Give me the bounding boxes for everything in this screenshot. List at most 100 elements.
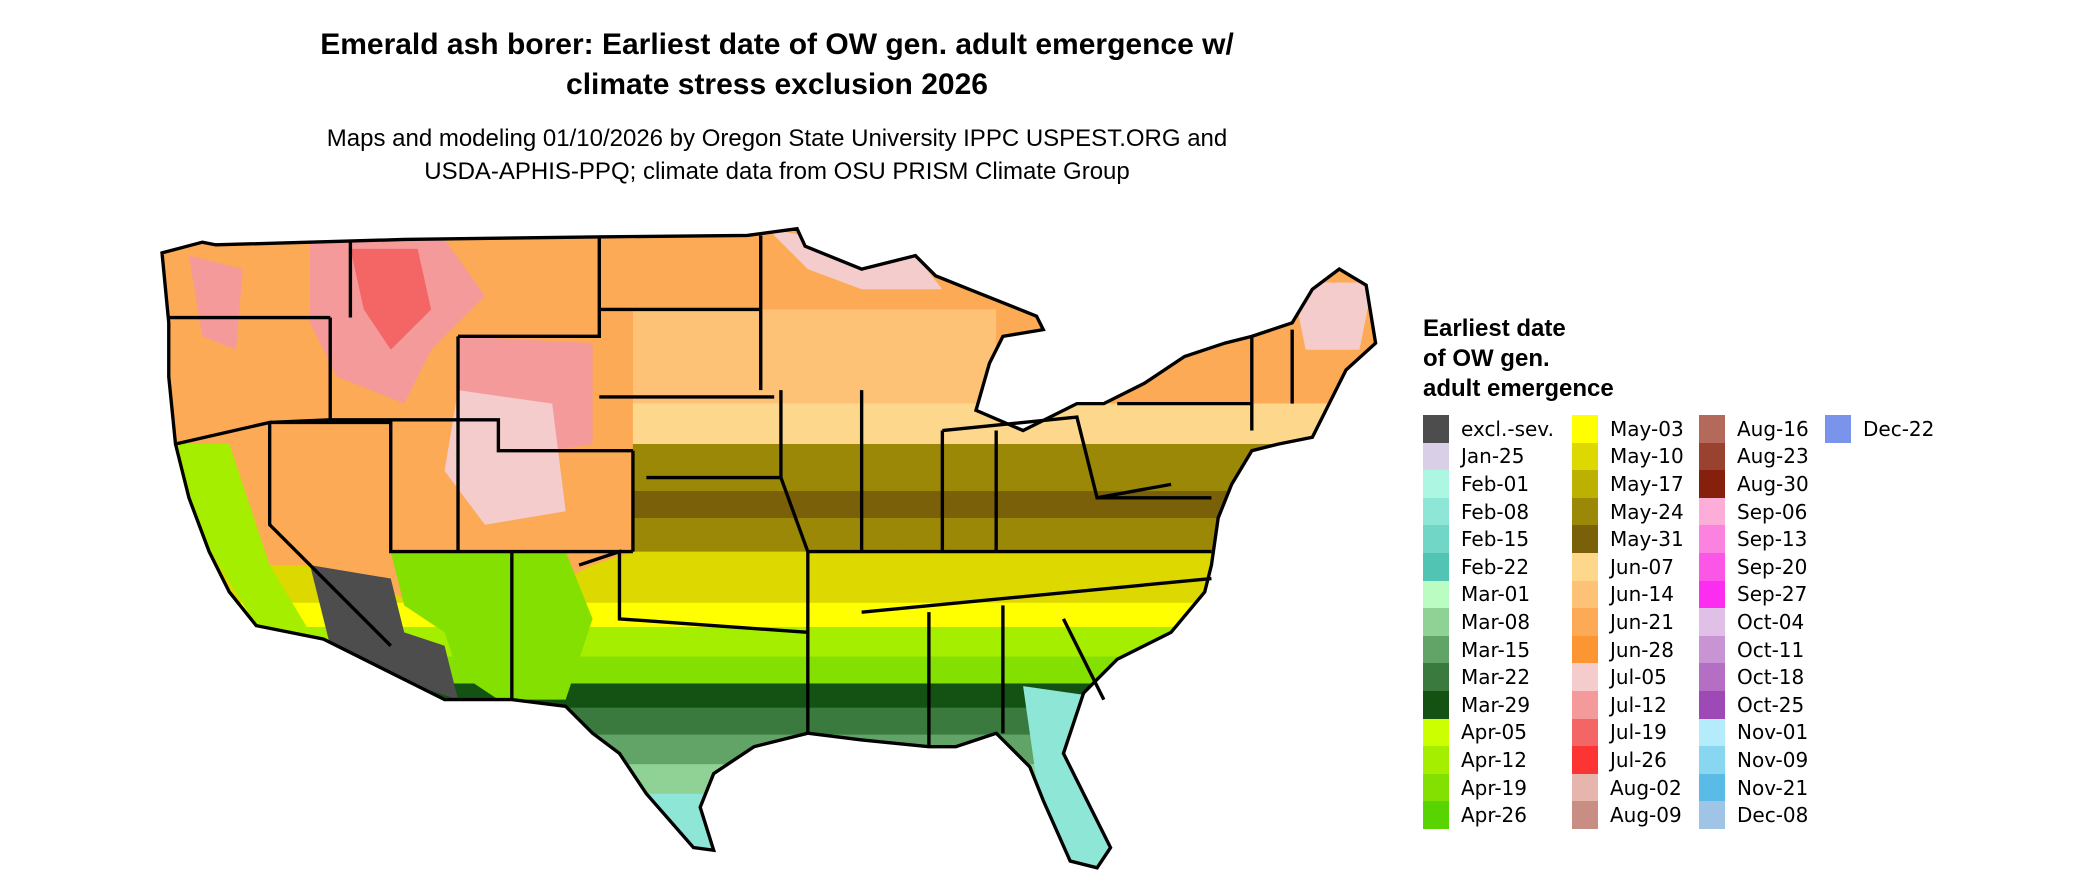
legend-label: Aug-02 <box>1610 775 1682 800</box>
legend-swatch <box>1699 470 1725 498</box>
legend-swatch <box>1572 608 1598 636</box>
legend-swatch <box>1699 525 1725 553</box>
zone-mar-22 <box>162 707 1376 738</box>
legend-swatch <box>1825 415 1851 443</box>
legend-label: Sep-20 <box>1737 554 1808 579</box>
legend-swatch <box>1699 773 1725 802</box>
legend-label: Jun-21 <box>1610 609 1674 634</box>
legend-label: Sep-27 <box>1737 582 1808 607</box>
legend-swatch <box>1572 497 1598 526</box>
legend-item: May-24 <box>1572 497 1684 526</box>
legend-swatch <box>1699 608 1725 636</box>
legend-item: Aug-16 <box>1699 415 1809 443</box>
legend-swatch <box>1423 497 1449 526</box>
legend-swatch <box>1423 663 1449 691</box>
legend-item: Feb-22 <box>1423 552 1554 581</box>
legend-swatch <box>1572 580 1598 609</box>
legend-swatch <box>1699 718 1725 747</box>
legend-item: Oct-11 <box>1699 635 1809 664</box>
zone-jun-14 <box>592 309 997 404</box>
legend-title-line: adult emergence <box>1423 375 1614 402</box>
legend-swatch <box>1572 525 1598 553</box>
map-subtitle-line-1: Maps and modeling 01/10/2026 by Oregon S… <box>326 125 1228 152</box>
zone-maine-jul <box>1292 282 1373 350</box>
legend-swatch <box>1423 690 1449 719</box>
legend-label: Oct-18 <box>1737 665 1805 690</box>
zone-feb-08 <box>162 793 1376 868</box>
legend-label: Jul-05 <box>1610 665 1667 690</box>
legend-item: Jan-25 <box>1423 442 1554 471</box>
legend-item: Nov-01 <box>1699 718 1809 747</box>
legend-swatch <box>1572 663 1598 691</box>
legend-item: Jul-05 <box>1572 663 1684 691</box>
legend-swatch <box>1572 552 1598 581</box>
legend-label: May-10 <box>1610 444 1684 469</box>
legend-item: Apr-19 <box>1423 773 1554 802</box>
legend-label: Nov-21 <box>1737 775 1809 800</box>
legend-swatch <box>1423 442 1449 471</box>
legend-swatch <box>1423 801 1449 829</box>
legend-label: Jul-19 <box>1610 720 1667 745</box>
legend-label: Apr-19 <box>1461 775 1527 800</box>
legend-swatch <box>1699 497 1725 526</box>
zone-mar-29 <box>162 683 1376 711</box>
legend-item: Feb-15 <box>1423 525 1554 553</box>
legend-label: Nov-01 <box>1737 720 1809 745</box>
legend-item: Apr-12 <box>1423 746 1554 774</box>
legend-title-line: Earliest date <box>1423 315 1566 342</box>
zone-excluded-desert <box>310 565 459 700</box>
map-subtitle-line-2: USDA-APHIS-PPQ; climate data from OSU PR… <box>424 158 1130 185</box>
legend-swatch <box>1423 580 1449 609</box>
legend-label: Apr-05 <box>1461 720 1527 745</box>
legend-label: Sep-13 <box>1737 527 1808 552</box>
zone-mar-15 <box>162 734 1376 767</box>
legend-label: Mar-08 <box>1461 609 1531 634</box>
legend-swatch <box>1699 746 1725 774</box>
legend-item: Oct-25 <box>1699 690 1809 719</box>
legend-swatch <box>1572 773 1598 802</box>
legend-label: Feb-22 <box>1461 554 1530 579</box>
legend-swatch <box>1699 442 1725 471</box>
legend-label: Jun-28 <box>1610 637 1674 662</box>
legend-item: May-03 <box>1572 415 1684 443</box>
legend-column: May-03 May-10 May-17 May-24 May-31 Jun-07 Jun-… <box>1572 415 1684 829</box>
legend-swatch <box>1699 801 1725 829</box>
legend-swatch <box>1572 470 1598 498</box>
legend-item: Jul-12 <box>1572 690 1684 719</box>
legend-label: Jun-07 <box>1610 554 1674 579</box>
legend-label: Jun-14 <box>1610 582 1674 607</box>
legend-item: Apr-05 <box>1423 718 1554 747</box>
legend-item: Aug-02 <box>1572 773 1684 802</box>
zone-california-apr <box>175 443 311 633</box>
legend-swatch <box>1572 801 1598 829</box>
legend-item: May-10 <box>1572 442 1684 471</box>
legend-swatch <box>1572 690 1598 719</box>
legend-swatch <box>1423 608 1449 636</box>
legend-item: Sep-06 <box>1699 497 1809 526</box>
legend-label: Aug-09 <box>1610 803 1682 828</box>
legend-label: Sep-06 <box>1737 499 1808 524</box>
legend-label: Mar-22 <box>1461 665 1531 690</box>
legend-label: May-31 <box>1610 527 1684 552</box>
legend-label: May-17 <box>1610 471 1684 496</box>
legend-label: Jul-26 <box>1610 747 1667 772</box>
legend-swatch <box>1572 635 1598 664</box>
legend-item: May-17 <box>1572 470 1684 498</box>
legend-item: excl.-sev. <box>1423 415 1554 443</box>
legend-label: Feb-15 <box>1461 527 1530 552</box>
zone-florida-feb <box>1023 686 1118 868</box>
legend-swatch <box>1572 746 1598 774</box>
legend-title-line: of OW gen. <box>1423 345 1550 372</box>
legend-item: Oct-18 <box>1699 663 1809 691</box>
legend-label: Feb-08 <box>1461 499 1530 524</box>
legend-item: Aug-30 <box>1699 470 1809 498</box>
legend-label: Apr-12 <box>1461 747 1527 772</box>
legend-swatch <box>1699 580 1725 609</box>
legend-swatch <box>1423 773 1449 802</box>
legend-label: Mar-29 <box>1461 692 1531 717</box>
legend-item: Mar-22 <box>1423 663 1554 691</box>
legend-label: Mar-01 <box>1461 582 1531 607</box>
legend-swatch <box>1572 415 1598 443</box>
legend-label: May-03 <box>1610 416 1684 441</box>
legend-item: Nov-09 <box>1699 746 1809 774</box>
